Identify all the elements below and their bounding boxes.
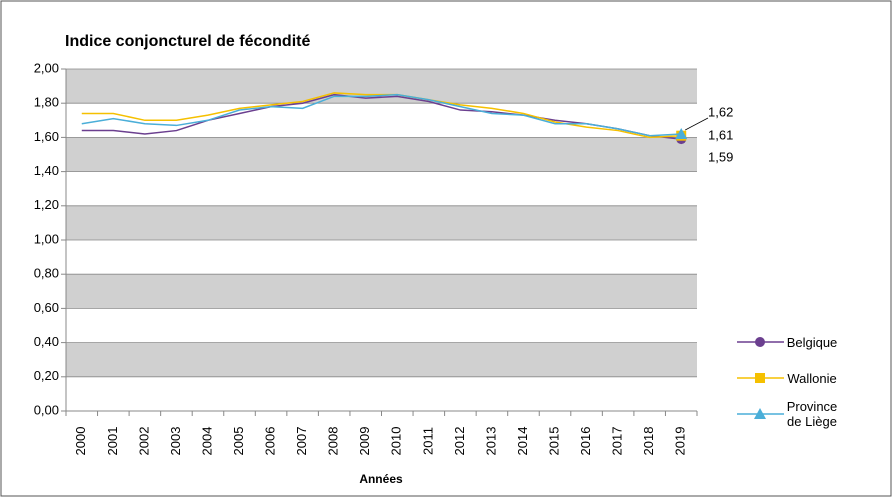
x-tick-label: 2010: [389, 427, 404, 456]
series-line: [81, 92, 682, 139]
legend-marker: [755, 337, 765, 347]
x-tick-label: 2008: [326, 427, 341, 456]
x-tick-label: 2006: [263, 427, 278, 456]
data-label: 1,62: [708, 104, 733, 119]
chart-title: Indice conjoncturel de fécondité: [65, 33, 310, 50]
legend-marker: [755, 373, 765, 383]
x-tick-label: 2009: [357, 427, 372, 456]
x-tick-label: 2002: [136, 427, 151, 456]
grid-band: [66, 274, 697, 309]
grid-band: [66, 137, 697, 172]
x-tick-label: 2012: [452, 427, 467, 456]
leader-line: [685, 117, 709, 131]
x-tick-label: 2011: [420, 427, 435, 455]
x-tick-label: 2013: [483, 427, 498, 456]
grid-band: [66, 69, 697, 104]
data-label: 1,59: [708, 149, 733, 164]
y-tick-label: 2,00: [34, 60, 59, 75]
marker: [675, 127, 688, 139]
y-tick-label: 1,20: [34, 197, 59, 212]
y-tick-label: 1,60: [34, 129, 59, 144]
y-tick-label: 1,40: [34, 163, 59, 178]
y-tick-label: 1,00: [34, 231, 59, 246]
x-axis-title: Années: [359, 472, 403, 486]
x-tick-label: 2003: [168, 427, 183, 456]
x-tick-label: 2014: [515, 427, 530, 456]
series-line: [81, 93, 682, 137]
x-tick-label: 2005: [231, 427, 246, 456]
y-tick-label: 0,60: [34, 300, 59, 315]
y-tick-label: 0,40: [34, 334, 59, 349]
grid-band: [66, 342, 697, 377]
x-tick-label: 2000: [73, 427, 88, 456]
x-tick-label: 2016: [578, 427, 593, 456]
x-tick-label: 2018: [641, 427, 656, 456]
legend-label: Belgique: [786, 334, 838, 350]
grid-band: [66, 205, 697, 240]
legend-label: Province de Liège: [786, 399, 838, 429]
y-tick-label: 0,00: [34, 402, 59, 417]
x-tick-label: 2004: [199, 427, 214, 456]
legend-label: Wallonie: [787, 370, 837, 386]
legend-marker: [754, 408, 766, 419]
x-tick-label: 2019: [673, 427, 688, 456]
y-tick-label: 0,20: [34, 368, 59, 383]
x-tick-label: 2007: [294, 427, 309, 456]
y-tick-label: 1,80: [34, 95, 59, 110]
y-tick-label: 0,80: [34, 266, 59, 281]
x-tick-label: 2015: [546, 427, 561, 456]
x-tick-label: 2001: [105, 427, 120, 456]
x-tick-label: 2017: [610, 427, 625, 456]
data-label: 1,61: [708, 127, 733, 142]
